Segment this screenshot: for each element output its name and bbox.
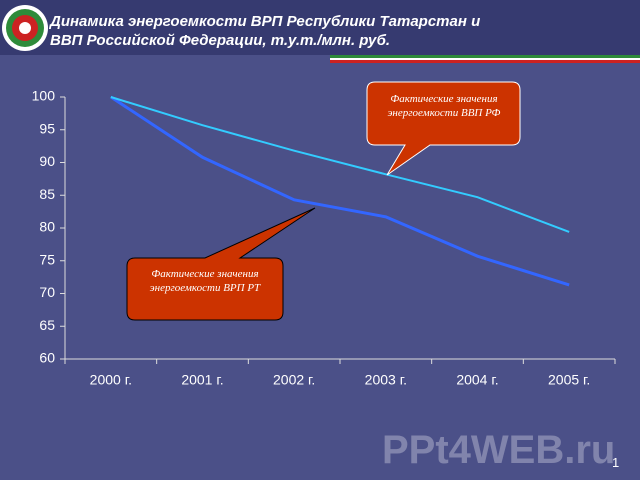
y-tick-label: 100 [32,88,56,104]
series-line [110,95,570,287]
callout-shape [366,81,521,176]
callout-shape [126,207,316,321]
x-tick-label: 2004 г. [456,372,498,388]
y-tick-label: 70 [39,284,55,300]
y-tick-label: 80 [39,219,55,235]
slide-title: Динамика энергоемкости ВРП Республики Та… [50,13,481,49]
x-tick-label: 2003 г. [365,372,407,388]
header-band [0,0,640,55]
logo [19,22,31,34]
x-tick-label: 2001 г. [181,372,223,388]
y-tick-label: 95 [39,120,55,136]
y-tick-label: 60 [39,350,55,366]
y-tick-label: 75 [39,251,55,267]
stripe [330,58,640,60]
y-tick-label: 90 [39,153,55,169]
watermark: PPt4WEB.ru [382,428,616,472]
x-tick-label: 2005 г. [548,372,590,388]
callout-text: Фактические значения энергоемкости ВВП Р… [387,93,501,119]
stripe [330,60,640,63]
y-tick-label: 85 [39,186,55,202]
page-number: 1 [612,455,620,470]
stripe [330,55,640,58]
y-tick-label: 65 [39,317,55,333]
x-tick-label: 2002 г. [273,372,315,388]
x-tick-label: 2000 г. [90,372,132,388]
callout-text: Фактические значения энергоемкости ВРП Р… [149,268,261,294]
series-line [110,96,570,233]
